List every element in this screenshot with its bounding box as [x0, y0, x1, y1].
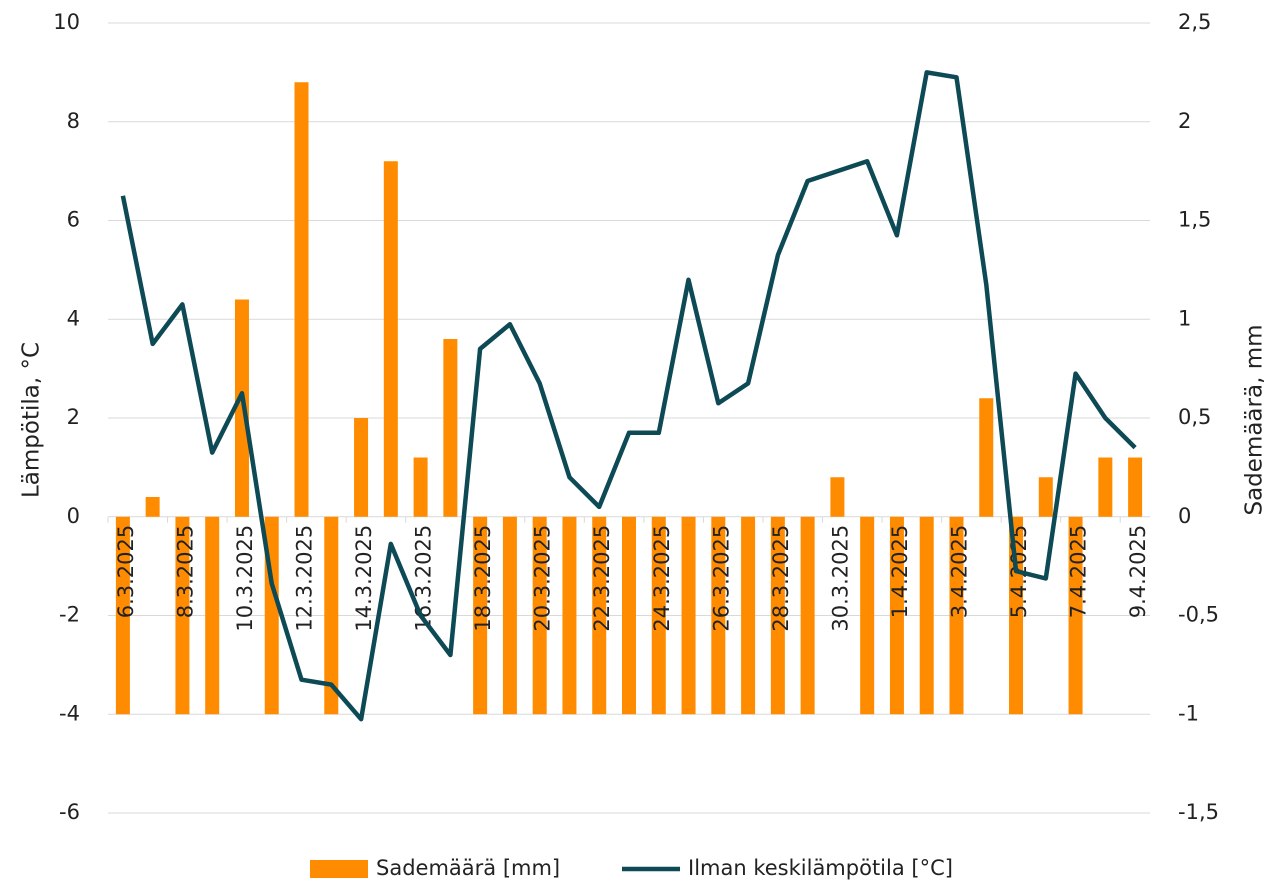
y-tick-label: 10	[53, 10, 80, 34]
x-tick-label: 26.3.2025	[709, 525, 733, 632]
bar	[651, 516, 666, 715]
x-tick-label: 8.3.2025	[173, 525, 197, 619]
legend-label: Ilman keskilämpötila [°C]	[688, 856, 953, 880]
y-axis-title: Lämpötila, °C	[19, 342, 45, 498]
y2-tick-label: 0	[1178, 504, 1191, 528]
bar	[1098, 457, 1113, 517]
bar	[1038, 477, 1053, 517]
bar	[324, 516, 339, 715]
bar	[1009, 516, 1024, 715]
y2-tick-label: 2	[1178, 109, 1191, 133]
bar	[562, 516, 577, 715]
legend-label: Sademäärä [mm]	[376, 856, 560, 880]
bar	[592, 516, 607, 715]
x-tick-label: 20.3.2025	[531, 525, 555, 632]
x-tick-label: 30.3.2025	[828, 525, 852, 632]
bar	[1128, 457, 1143, 517]
line	[120, 70, 1137, 722]
bar	[949, 516, 964, 715]
x-tick-label: 1.4.2025	[888, 525, 912, 619]
bar	[234, 299, 249, 517]
x-tick-label: 7.4.2025	[1067, 525, 1091, 619]
x-tick-label: 22.3.2025	[590, 525, 614, 632]
y2-axis-title: Sademäärä, mm	[1242, 324, 1268, 515]
x-tick-label: 14.3.2025	[352, 525, 376, 632]
y2-tick-label: 1,5	[1178, 208, 1211, 232]
bar	[413, 457, 428, 517]
bar	[502, 516, 517, 715]
bar	[830, 477, 845, 517]
y2-tick-label: -1,5	[1178, 800, 1219, 824]
y2-tick-label: 2,5	[1178, 10, 1211, 34]
x-tick-label: 18.3.2025	[471, 525, 495, 632]
y-tick-label: 4	[67, 306, 80, 330]
x-tick-label: 12.3.2025	[293, 525, 317, 632]
bar	[175, 516, 190, 715]
y-tick-label: -4	[59, 701, 80, 725]
bar	[205, 516, 220, 715]
bar	[145, 497, 160, 517]
bar	[741, 516, 756, 715]
x-tick-label: 10.3.2025	[233, 525, 257, 632]
bar	[622, 516, 636, 715]
x-tick-label: 3.4.2025	[947, 525, 971, 619]
bar	[919, 516, 934, 715]
bar	[473, 516, 488, 715]
y-tick-label: 2	[67, 405, 80, 429]
bar	[860, 516, 875, 715]
x-tick-label: 24.3.2025	[650, 525, 674, 632]
y2-tick-label: 1	[1178, 306, 1191, 330]
y2-tick-label: 0,5	[1178, 405, 1211, 429]
legend-swatch	[310, 860, 368, 878]
y-tick-label: -2	[59, 603, 80, 627]
x-tick-label: 6.3.2025	[114, 525, 138, 619]
bar	[979, 398, 994, 517]
bar	[889, 516, 904, 715]
bar	[294, 82, 309, 517]
x-tick-label: 9.4.2025	[1126, 525, 1150, 619]
y-tick-label: 8	[67, 109, 80, 133]
bar	[770, 516, 785, 715]
y2-tick-label: -0,5	[1178, 603, 1219, 627]
y2-tick-label: -1	[1178, 701, 1199, 725]
bar	[532, 516, 547, 715]
x-tick-label: 28.3.2025	[769, 525, 793, 632]
bar	[383, 161, 398, 517]
bar	[354, 418, 369, 517]
x-tick-label: 16.3.2025	[412, 525, 436, 632]
bar	[443, 339, 458, 517]
bar	[1068, 516, 1083, 715]
bar	[681, 516, 696, 715]
y-tick-label: -6	[59, 800, 80, 824]
y-tick-label: 6	[67, 208, 80, 232]
bar	[115, 516, 130, 715]
y-tick-label: 0	[67, 504, 80, 528]
bar	[800, 516, 815, 715]
bar	[711, 516, 726, 715]
